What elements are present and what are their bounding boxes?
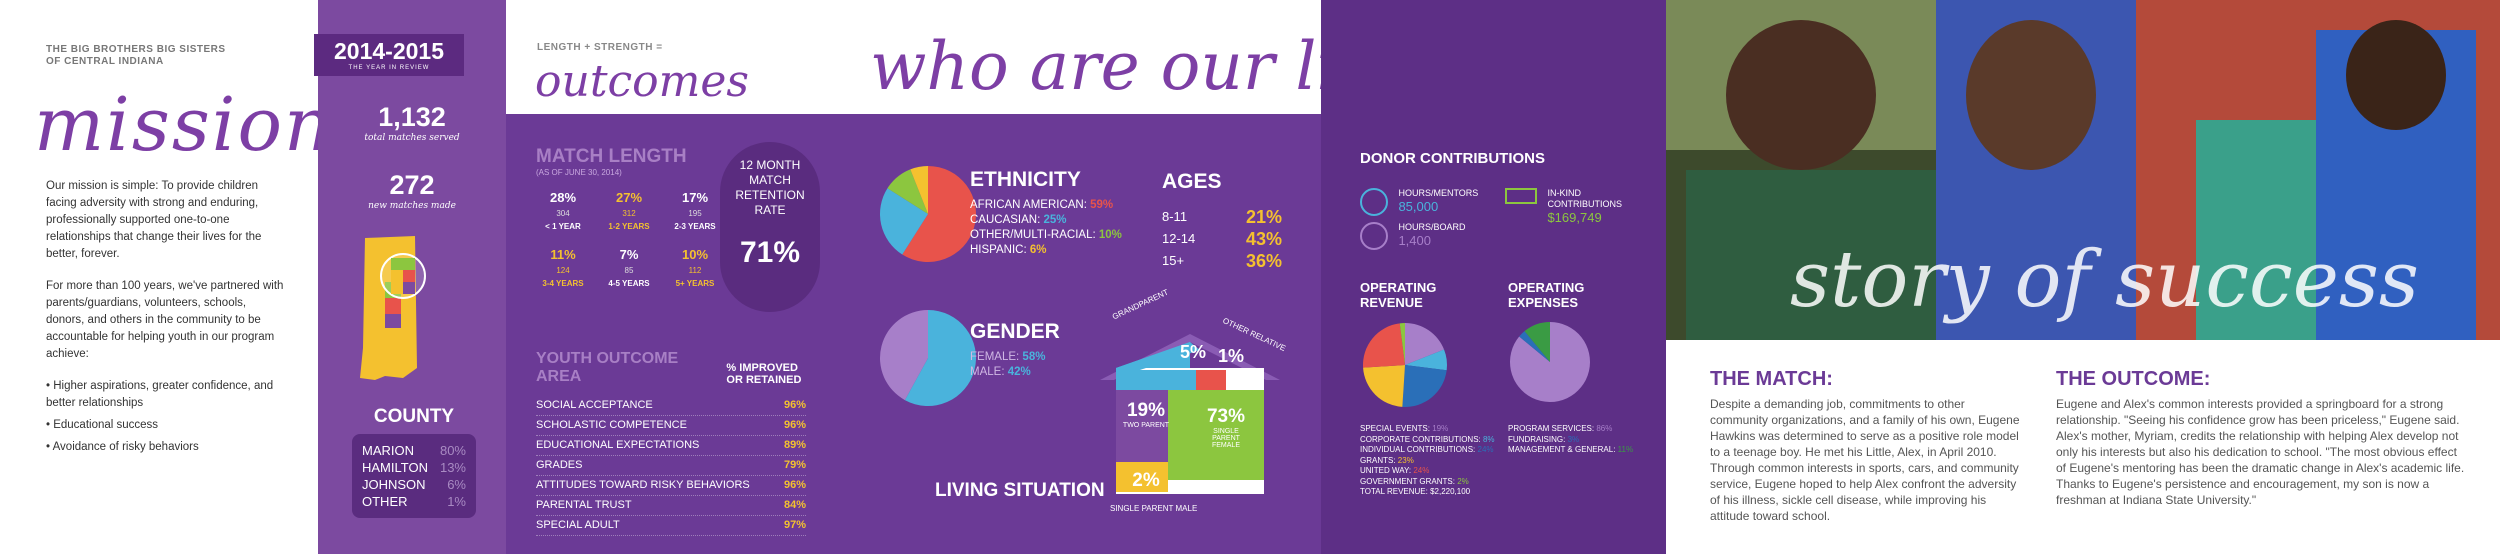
pie-slice	[910, 166, 928, 214]
clock-icon	[1360, 188, 1388, 216]
org-name: THE BIG BROTHERS BIG SISTERS OF CENTRAL I…	[46, 44, 226, 67]
gender-pie	[880, 310, 976, 406]
match-heading: THE MATCH:	[1710, 368, 1833, 390]
mission-p1: Our mission is simple: To provide childr…	[46, 180, 262, 260]
expenses-title: OPERATING EXPENSES	[1508, 280, 1585, 310]
photo-jacket	[1686, 170, 1946, 340]
youth-outcome-table: YOUTH OUTCOME AREA% IMPROVED OR RETAINED…	[536, 350, 806, 536]
mission-p2: For more than 100 years, we've partnered…	[46, 280, 284, 360]
pie-slice	[887, 169, 928, 214]
photo-shirt	[2196, 120, 2336, 340]
story-text	[1666, 340, 2500, 554]
outcome-heading: THE OUTCOME:	[2056, 368, 2211, 390]
pie-slice	[1399, 323, 1405, 365]
living-title: LIVING SITUATION	[935, 480, 1105, 501]
revenue-pie	[1363, 323, 1447, 407]
pie-slice	[904, 310, 976, 406]
gender-legend: GENDER FEMALE: 58% MALE: 42%	[970, 320, 1060, 378]
pie-slice	[1405, 349, 1447, 371]
county-row: MARION 80%	[362, 443, 466, 458]
match-length-grid: 28% 304 < 1 YEAR 27% 312 1-2 YEARS 17% 195 2-3…	[542, 190, 716, 288]
bullet: • Avoidance of risky behaviors	[46, 441, 199, 453]
revenue-title: OPERATING REVENUE	[1360, 280, 1437, 310]
mission-panel	[0, 0, 318, 554]
outcome-row: SPECIAL ADULT 97%	[536, 516, 806, 536]
two-parent: 19% TWO PARENT	[1122, 400, 1170, 429]
year-tag: 2014-2015 THE YEAR IN REVIEW	[314, 34, 464, 76]
story-photo	[1666, 0, 2500, 340]
county-row: JOHNSON 6%	[362, 477, 466, 492]
donor-title: DONOR CONTRIBUTIONS	[1360, 150, 1545, 167]
photo-face	[1726, 20, 1876, 170]
county-box: COUNTY MARION 80% HAMILTON 13% JOHNSON 6% O…	[352, 406, 476, 518]
outcome-row: ATTITUDES TOWARD RISKY BEHAVIORS 96%	[536, 476, 806, 496]
indiana-map	[360, 236, 426, 380]
single-female: 73% SINGLE PARENT FEMALE	[1206, 406, 1246, 449]
mission-title: mission	[34, 82, 334, 168]
pie-slice	[880, 188, 928, 255]
ethnicity-legend: ETHNICITY AFRICAN AMERICAN: 59% CAUCASIA…	[970, 168, 1122, 256]
outcome-row: PARENTAL TRUST 84%	[536, 496, 806, 516]
expenses-legend: PROGRAM SERVICES: 86% FUNDRAISING: 3% MA…	[1508, 424, 1634, 454]
pie-slice	[1363, 365, 1405, 407]
county-row: OTHER 1%	[362, 494, 466, 509]
other-relative-value: 1%	[1218, 346, 1245, 366]
outcome-row: EDUCATIONAL EXPECTATIONS 89%	[536, 436, 806, 456]
bullet: • Higher aspirations, greater confidence…	[46, 380, 274, 409]
in-kind: IN-KIND CONTRIBUTIONS $169,749	[1505, 188, 1627, 227]
stat-new-matches: 272 new matches made	[368, 170, 456, 211]
outcomes-title: outcomes	[535, 56, 749, 107]
pie-slice	[880, 310, 928, 401]
mission-body: Our mission is simple: To provide childr…	[46, 178, 286, 461]
pie-slice	[1363, 323, 1405, 368]
ethnicity-pie	[880, 166, 976, 262]
pie-slice	[1519, 331, 1550, 362]
pie-slice	[1405, 323, 1445, 365]
outcome-row: GRADES 79%	[536, 456, 806, 476]
story-title: story of success	[1790, 235, 2419, 325]
pie-slice	[1402, 365, 1447, 407]
photo-face	[1966, 20, 2096, 170]
pie-slice	[902, 166, 976, 262]
retention-pill: 12 MONTH MATCH RETENTION RATE 71%	[720, 142, 820, 312]
bullet: • Educational success	[46, 419, 159, 431]
clock-icon	[1360, 222, 1388, 250]
revenue-legend: SPECIAL EVENTS: 19% CORPORATE CONTRIBUTI…	[1360, 424, 1495, 496]
photo-face	[2346, 20, 2446, 130]
stat-matches-served: 1,132 total matches served	[364, 102, 460, 143]
county-row: HAMILTON 13%	[362, 460, 466, 475]
county-title: COUNTY	[373, 406, 455, 427]
match-length-header: MATCH LENGTH (AS OF JUNE 30, 2014)	[536, 146, 687, 177]
hours-mentors: HOURS/MENTORS 85,000	[1360, 188, 1478, 216]
outcome-text: Eugene and Alex's common interests provi…	[2056, 397, 2465, 507]
match-text: Despite a demanding job, commitments to …	[1710, 397, 2020, 523]
hours-board: HOURS/BOARD 1,400	[1360, 222, 1465, 250]
finance-panel	[1321, 0, 1666, 554]
pie-slice	[1524, 322, 1550, 362]
ages-list: AGES 8-11 21% 12-14 43% 15+ 36%	[1162, 170, 1282, 271]
living-house	[1100, 334, 1280, 494]
single-male-value: 2%	[1132, 470, 1160, 491]
expenses-pie	[1510, 322, 1590, 402]
outcome-row: SOCIAL ACCEPTANCE 96%	[536, 396, 806, 416]
money-icon	[1505, 188, 1537, 204]
grandparent-value: 5%	[1180, 342, 1207, 362]
kicker: LENGTH + STRENGTH =	[537, 42, 663, 53]
outcome-row: SCHOLASTIC COMPETENCE 96%	[536, 416, 806, 436]
single-male-label: SINGLE PARENT MALE	[1110, 504, 1198, 513]
